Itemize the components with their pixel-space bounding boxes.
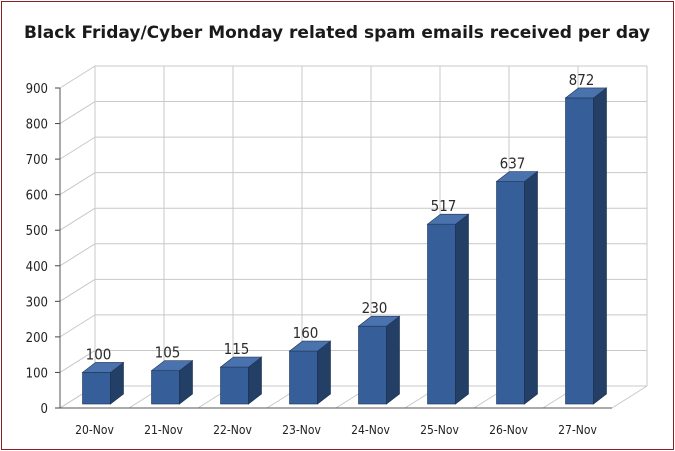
bar-top	[357, 315, 401, 327]
bar-top	[495, 171, 539, 182]
grid-line-side	[59, 101, 96, 124]
y-tick-label: 300	[26, 295, 48, 310]
y-tick-label: 800	[26, 118, 48, 133]
grid-line-side	[59, 243, 96, 267]
y-tick-label: 600	[26, 189, 48, 204]
chart-grid	[59, 65, 648, 409]
bar-side	[524, 170, 538, 405]
bars	[81, 87, 608, 405]
y-tick-label: 100	[26, 366, 48, 381]
x-tick-label: 24-Nov	[351, 423, 390, 437]
bar-top	[219, 356, 263, 368]
bar-front	[496, 181, 525, 405]
data-labels: 100 105 115 160 230 517 637 872	[86, 71, 595, 363]
x-axis: 20-Nov 21-Nov 22-Nov 23-Nov 24-Nov 25-Nov 26-N…	[60, 407, 612, 437]
data-label: 100	[86, 345, 112, 363]
bar-front	[220, 366, 249, 405]
grid-line-side	[59, 314, 96, 338]
bar-top	[150, 360, 194, 371]
chart-title: Black Friday/Cyber Monday related spam e…	[24, 23, 650, 43]
x-tick-label: 27-Nov	[558, 423, 597, 437]
bar-top	[426, 213, 470, 225]
bar-top	[288, 340, 332, 352]
data-label: 105	[155, 344, 181, 362]
bar-top	[81, 362, 125, 373]
grid-line-side	[59, 65, 96, 89]
bar-front	[82, 372, 111, 405]
grid-line-side	[59, 207, 96, 231]
x-tick-label: 20-Nov	[75, 423, 114, 437]
bar-front	[427, 223, 456, 405]
grid-line-side	[59, 278, 96, 302]
bar-side	[455, 213, 469, 405]
y-tick-label: 500	[26, 224, 48, 239]
y-tick-label: 400	[26, 260, 48, 275]
grid-line-side	[59, 136, 96, 160]
bar-side	[386, 315, 400, 405]
y-tick-label: 200	[26, 331, 48, 346]
y-tick-label: 700	[26, 153, 48, 168]
bar-front	[289, 350, 318, 405]
y-axis: 0 100 200 300 400 500 600 700 800 900	[26, 82, 61, 417]
bar-front	[151, 370, 180, 405]
bar-top	[564, 87, 608, 99]
data-label: 160	[293, 324, 319, 342]
grid-line-side	[59, 350, 96, 373]
data-label: 637	[500, 155, 526, 173]
grid-line-floor	[611, 385, 648, 409]
x-tick-label: 25-Nov	[420, 423, 459, 437]
bar-side	[317, 340, 331, 405]
x-tick-label: 22-Nov	[213, 423, 252, 437]
x-tick-label: 26-Nov	[489, 423, 528, 437]
data-label: 115	[224, 340, 250, 358]
grid-line-side	[59, 172, 96, 196]
data-label: 517	[431, 197, 457, 215]
bar-side	[593, 87, 607, 405]
x-tick-label: 21-Nov	[144, 423, 183, 437]
y-tick-label: 900	[26, 82, 48, 97]
x-tick-label: 23-Nov	[282, 423, 321, 437]
data-label: 230	[362, 299, 388, 317]
bar-front	[358, 325, 387, 405]
bar-front	[565, 97, 594, 405]
data-label: 872	[569, 71, 595, 89]
y-tick-label: 0	[41, 402, 48, 417]
